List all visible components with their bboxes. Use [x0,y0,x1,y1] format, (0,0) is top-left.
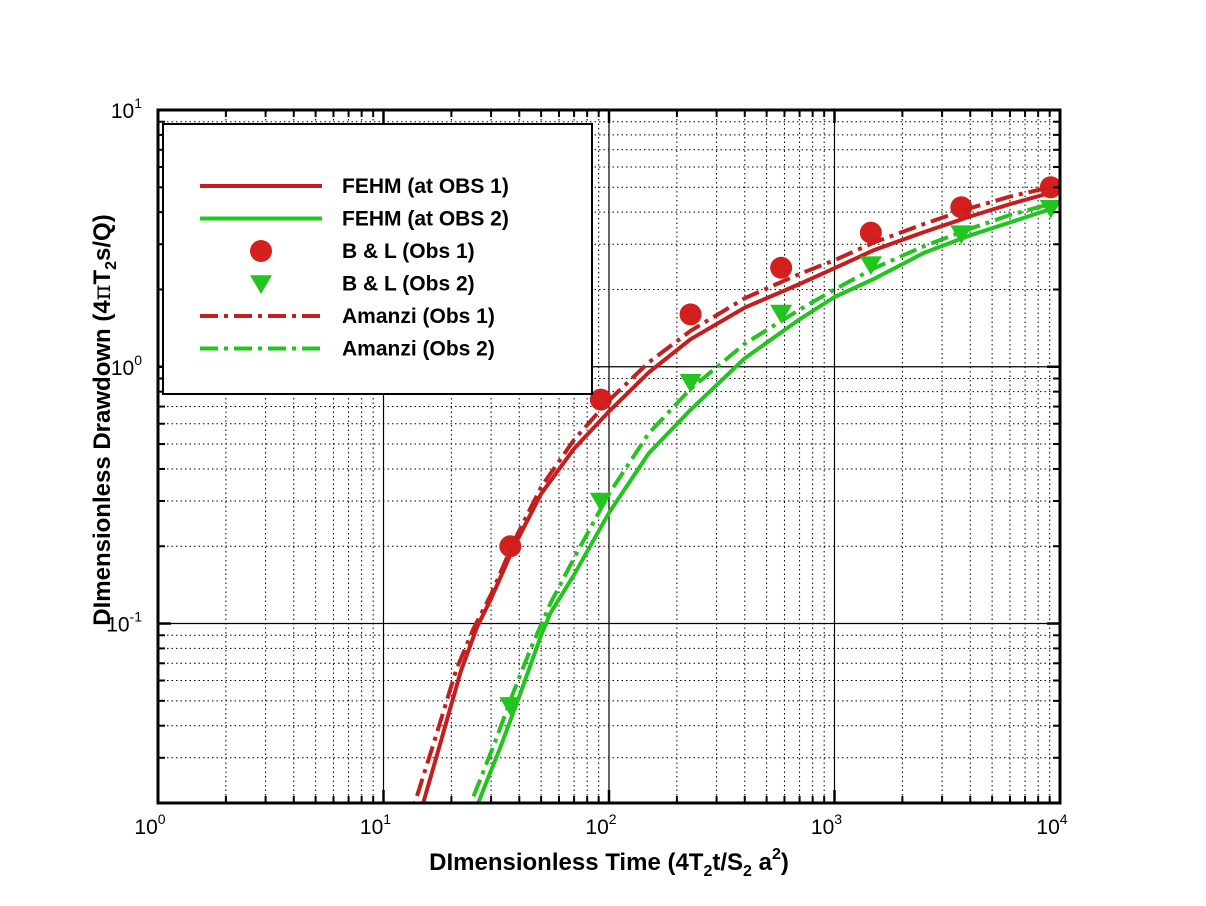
y-tick-label: 100 [111,352,142,380]
x-axis-title: DImensionless Time (4T2t/S2 a2) [429,846,789,880]
b-l-obs-2-point [589,492,612,512]
legend-entry-amanzi-obs-1: Amanzi (Obs 1) [200,305,495,328]
b-l-obs-1-point [770,256,793,279]
b-l-obs-1-point [589,388,612,411]
b-l-obs-2-point [679,374,702,393]
legend-entry-fehm-at-obs-2: FEHM (at OBS 2) [200,208,509,231]
legend-entry-amanzi-obs-2: Amanzi (Obs 2) [200,338,495,361]
x-tick-label: 103 [811,811,842,839]
legend: FEHM (at OBS 1) FEHM (at OBS 2) B & L (Obs… [162,123,593,395]
legend-label-amanzi-obs-1: Amanzi (Obs 1) [342,305,495,328]
legend-entry-fehm-at-obs-1: FEHM (at OBS 1) [200,175,509,198]
b-l-obs-1-point [859,221,882,244]
legend-label-fehm-at-obs-1: FEHM (at OBS 1) [342,175,509,198]
fehm-at-obs-1-line [421,191,1051,803]
legend-label-b-l-obs-1: B & L (Obs 1) [342,240,475,263]
y-tick-label: 101 [111,95,142,123]
y-axis-title: DImensionless Drawdown (4πT2s/Q) [88,214,120,625]
b-l-obs-1-markers [499,176,1060,558]
b-l-obs-1-point [499,535,522,558]
legend-swatch-b-l-obs-1 [250,240,272,262]
legend-entry-b-l-obs-1: B & L (Obs 1) [250,240,475,263]
b-l-obs-2-point [499,697,522,716]
amanzi-obs-1-line [412,185,1051,803]
x-tick-label: 102 [585,811,616,839]
b-l-obs-2-point [859,256,882,276]
legend-label-b-l-obs-2: B & L (Obs 2) [342,273,475,296]
legend-label-amanzi-obs-2: Amanzi (Obs 2) [342,338,495,361]
axis-ticks [156,108,1062,804]
legend-swatch-b-l-obs-2 [250,275,272,294]
b-l-obs-2-point [770,304,793,324]
series-layer [412,176,1060,803]
tick-labels: 100 101 102 103 104 10-1 100 101 [106,95,1068,839]
legend-entry-b-l-obs-2: B & L (Obs 2) [250,273,475,296]
legend-label-fehm-at-obs-2: FEHM (at OBS 2) [342,208,509,231]
b-l-obs-1-point [1039,176,1060,199]
y-tick-label: 10-1 [106,609,142,637]
b-l-obs-1-point [679,303,702,326]
b-l-obs-2-point [1039,199,1060,219]
x-tick-label: 100 [134,811,165,839]
x-tick-label: 101 [360,811,391,839]
x-tick-label: 104 [1036,811,1067,839]
amanzi-obs-2-line [468,202,1051,803]
